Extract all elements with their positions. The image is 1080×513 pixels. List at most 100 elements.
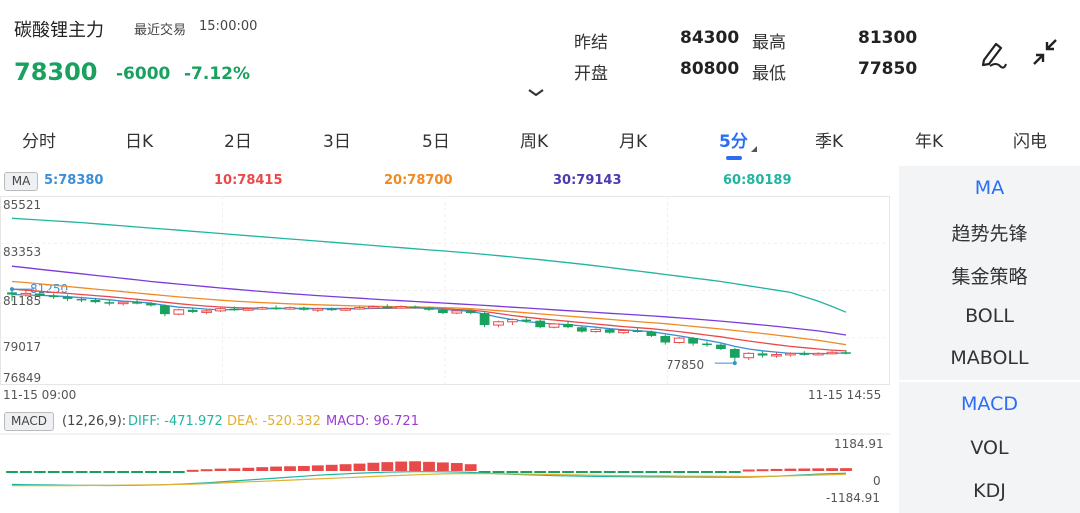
macd-bar bbox=[714, 471, 727, 473]
ma30-line bbox=[11, 265, 847, 336]
macd-bar bbox=[645, 471, 658, 473]
tab-2day[interactable]: 2日 bbox=[224, 132, 252, 152]
macd-bar bbox=[131, 471, 144, 473]
x-start-label: 11-15 09:00 bbox=[3, 388, 77, 402]
y-tick-label: 76849 bbox=[3, 371, 42, 385]
candle-body bbox=[354, 307, 365, 310]
indicator-macd[interactable]: MACD bbox=[961, 393, 1018, 415]
ma-badge[interactable]: MA bbox=[4, 172, 38, 191]
prev-close-label: 昨结 bbox=[574, 33, 608, 53]
candle-body bbox=[826, 351, 838, 355]
macd-bar bbox=[381, 462, 394, 471]
macd-bar bbox=[742, 469, 755, 472]
indicator-sidebar bbox=[899, 166, 1080, 513]
macd-bar bbox=[436, 462, 449, 471]
macd-bar bbox=[61, 471, 74, 473]
ma60-legend: 60:80189 bbox=[723, 173, 792, 188]
macd-bar bbox=[701, 471, 713, 473]
tab-yearly-k[interactable]: 年K bbox=[915, 132, 944, 152]
macd-bar bbox=[548, 471, 561, 473]
candle-body bbox=[563, 323, 573, 328]
open-value: 80800 bbox=[680, 59, 740, 79]
macd-y-zero: 0 bbox=[873, 474, 881, 488]
candle-body bbox=[702, 343, 712, 346]
active-tab-indicator bbox=[726, 156, 742, 160]
candle-body bbox=[743, 352, 755, 359]
chevron-down-icon[interactable] bbox=[527, 86, 545, 102]
sidebar-divider bbox=[899, 380, 1080, 382]
y-tick-label: 79017 bbox=[3, 340, 42, 354]
macd-bar bbox=[423, 461, 435, 471]
tab-flash[interactable]: 闪电 bbox=[1013, 132, 1047, 152]
macd-bar bbox=[186, 469, 199, 472]
candle-body bbox=[340, 308, 351, 311]
x-end-label: 11-15 14:55 bbox=[808, 388, 882, 402]
candle-body bbox=[242, 308, 254, 311]
tab-3day[interactable]: 3日 bbox=[323, 132, 351, 152]
candle-body bbox=[201, 310, 212, 313]
low-label: 最低 bbox=[752, 64, 786, 84]
macd-bar bbox=[19, 471, 32, 473]
candle-body bbox=[395, 306, 407, 309]
macd-bar bbox=[659, 471, 672, 473]
tab-quarterly-k[interactable]: 季K bbox=[815, 132, 844, 152]
candle-body bbox=[368, 306, 379, 309]
indicator-kdj[interactable]: KDJ bbox=[973, 480, 1006, 502]
macd-bar bbox=[631, 471, 644, 473]
macd-diff: DIFF: -471.972 bbox=[128, 414, 223, 429]
collapse-icon[interactable] bbox=[1028, 36, 1062, 70]
macd-bar bbox=[506, 471, 519, 473]
macd-value: MACD: 96.721 bbox=[326, 414, 419, 429]
macd-bar bbox=[228, 468, 241, 471]
macd-badge[interactable]: MACD bbox=[4, 412, 54, 431]
prev-close-value: 84300 bbox=[680, 28, 740, 48]
macd-bar bbox=[214, 468, 227, 471]
macd-bar bbox=[242, 467, 255, 471]
macd-bar bbox=[6, 471, 18, 473]
tab-dropdown-icon[interactable] bbox=[751, 146, 757, 152]
tab-5min[interactable]: 5分 bbox=[719, 132, 748, 152]
indicator-vol[interactable]: VOL bbox=[970, 437, 1009, 459]
macd-bar bbox=[409, 461, 422, 471]
macd-bar bbox=[47, 471, 60, 473]
macd-bar bbox=[200, 469, 213, 472]
candle-body bbox=[256, 307, 268, 310]
macd-bar bbox=[464, 464, 477, 471]
macd-bar bbox=[353, 463, 366, 471]
macd-bar bbox=[784, 468, 797, 471]
candle-body bbox=[117, 301, 129, 305]
candle-body bbox=[62, 296, 73, 299]
candle-body bbox=[493, 321, 504, 326]
tab-timeshare[interactable]: 分时 bbox=[22, 132, 56, 152]
candle-body bbox=[841, 352, 851, 354]
macd-y-min: -1184.91 bbox=[826, 491, 880, 505]
candle-body bbox=[299, 307, 309, 310]
macd-bar bbox=[339, 464, 352, 471]
candle-body bbox=[326, 308, 337, 311]
macd-bar bbox=[450, 463, 463, 471]
macd-bar bbox=[770, 468, 783, 471]
indicator-fund-strategy[interactable]: 集金策略 bbox=[951, 266, 1028, 288]
last-price: 78300 bbox=[14, 58, 98, 86]
tab-daily-k[interactable]: 日K bbox=[125, 132, 154, 152]
tab-weekly-k[interactable]: 周K bbox=[520, 132, 549, 152]
candle-body bbox=[76, 298, 87, 301]
last-trade-label: 最近交易 bbox=[134, 23, 187, 38]
candle-body bbox=[451, 310, 463, 314]
tab-monthly-k[interactable]: 月K bbox=[619, 132, 648, 152]
indicator-ma[interactable]: MA bbox=[974, 177, 1005, 199]
pen-icon[interactable] bbox=[978, 36, 1008, 70]
indicator-trend-pioneer[interactable]: 趋势先锋 bbox=[951, 223, 1028, 245]
contract-title: 碳酸锂主力 bbox=[14, 20, 104, 41]
candle-body bbox=[229, 308, 240, 311]
candle-body bbox=[48, 295, 59, 298]
tab-5day[interactable]: 5日 bbox=[422, 132, 450, 152]
macd-bar bbox=[75, 471, 88, 473]
candle-body bbox=[7, 292, 17, 295]
macd-bar bbox=[478, 471, 491, 473]
high-label: 最高 bbox=[752, 33, 786, 53]
macd-bar bbox=[270, 466, 283, 471]
indicator-maboll[interactable]: MABOLL bbox=[950, 347, 1029, 369]
indicator-boll[interactable]: BOLL bbox=[965, 305, 1014, 327]
